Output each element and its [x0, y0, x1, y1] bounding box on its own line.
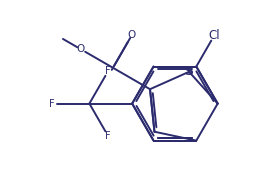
Text: F: F: [105, 131, 111, 141]
Text: F: F: [105, 66, 111, 76]
Text: Cl: Cl: [208, 29, 220, 42]
Text: S: S: [185, 65, 194, 78]
Text: O: O: [76, 44, 84, 54]
Text: O: O: [128, 30, 136, 40]
Text: F: F: [50, 98, 55, 109]
